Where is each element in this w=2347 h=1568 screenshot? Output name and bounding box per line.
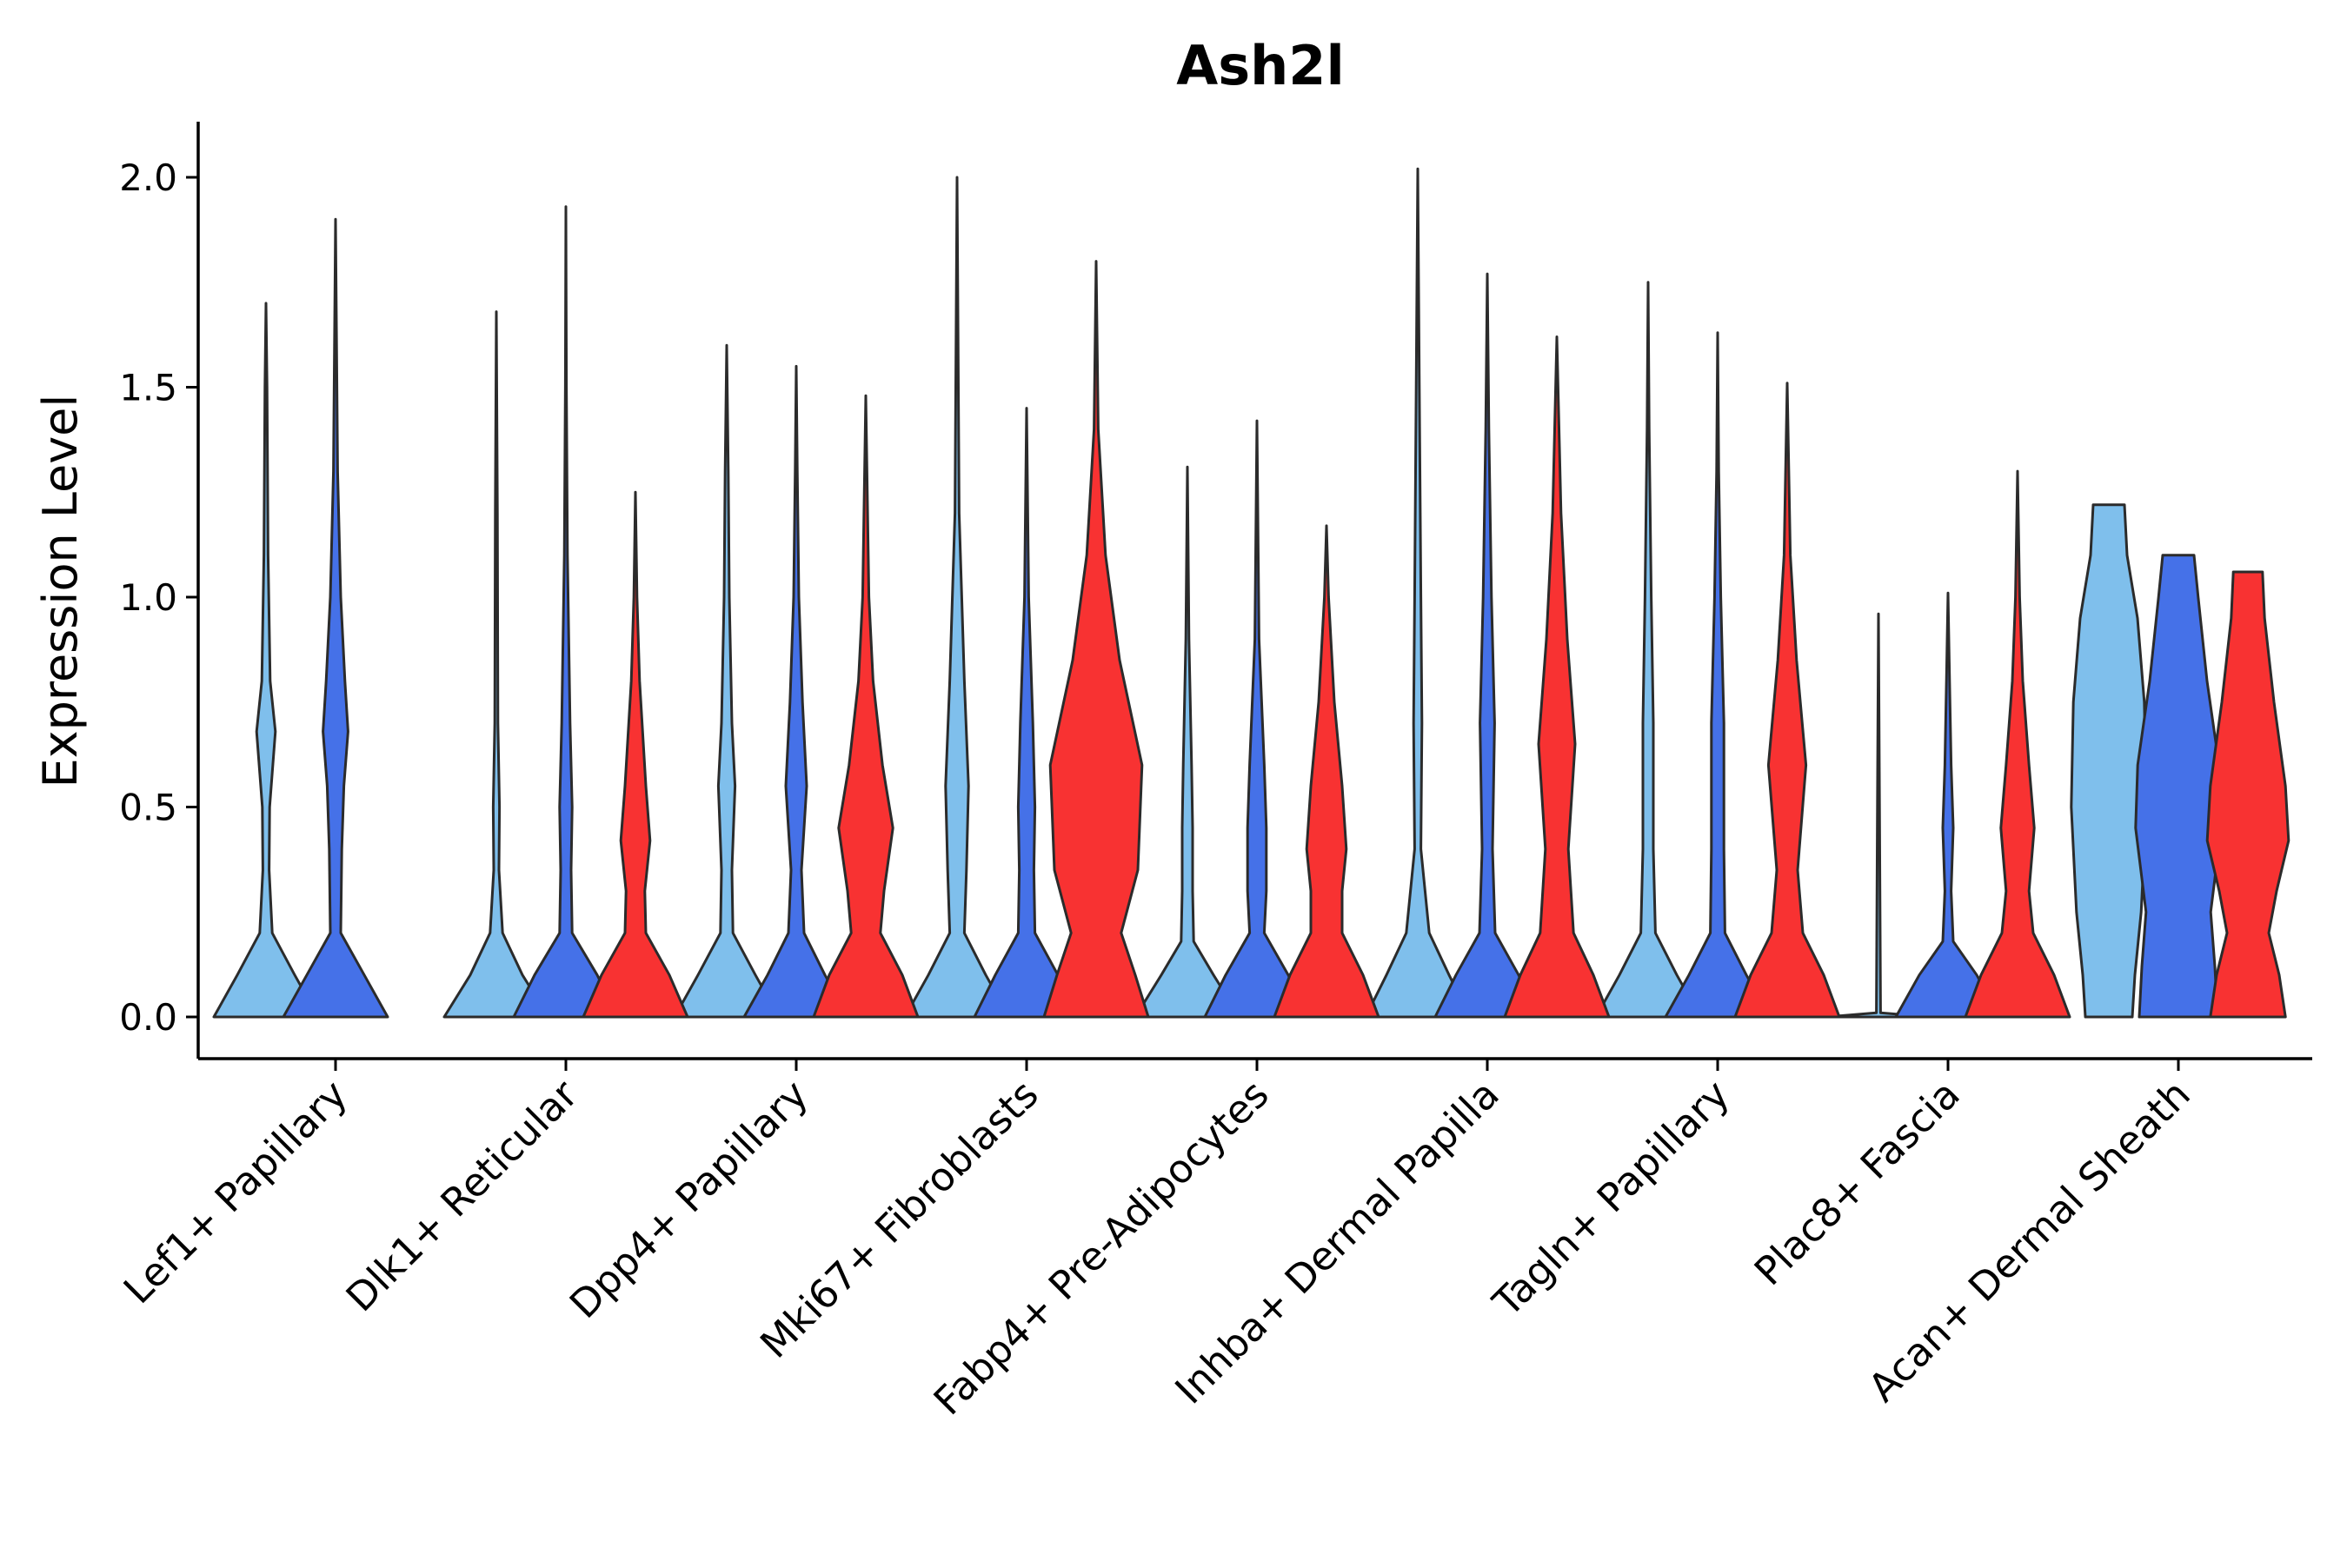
violin-2-8 [2134, 554, 2223, 1019]
y-axis-label: Expression Level [33, 395, 88, 788]
violin-1-8 [2070, 503, 2148, 1019]
violin-1-3 [903, 176, 1011, 1019]
violin-3-8 [2205, 570, 2290, 1019]
x-tick-label: Dlk1+ Reticular [337, 1071, 587, 1320]
violin-1-5 [1364, 167, 1472, 1019]
violin-2-5 [1433, 272, 1541, 1019]
violin-2-1 [512, 205, 620, 1019]
violin-3-2 [812, 394, 920, 1019]
violin-3-4 [1273, 524, 1380, 1019]
violin-3-3 [1042, 260, 1150, 1019]
x-tick-label: Plac8+ Fascia [1745, 1071, 1969, 1294]
violin-1-2 [673, 343, 781, 1019]
x-tick-label: Dpp4+ Papillary [561, 1071, 817, 1327]
violin-1-7 [1825, 612, 1932, 1019]
y-tick-label: 0.0 [119, 996, 177, 1039]
x-tick-label: Lef1+ Papillary [115, 1071, 356, 1312]
violin-1-0 [212, 302, 320, 1019]
violin-2-7 [1894, 591, 2002, 1019]
y-tick-label: 1.0 [119, 576, 177, 619]
y-tick-label: 0.5 [119, 787, 177, 829]
violin-2-2 [742, 364, 850, 1019]
violin-2-0 [282, 217, 389, 1019]
x-tick-label: Tagln+ Papillary [1484, 1071, 1739, 1325]
violin-1-4 [1134, 465, 1241, 1019]
violin-3-5 [1503, 336, 1611, 1019]
violin-1-1 [442, 310, 550, 1019]
y-tick-label: 2.0 [119, 156, 177, 199]
violin-2-6 [1664, 331, 1772, 1019]
violin-2-4 [1203, 419, 1311, 1019]
violin-2-3 [973, 407, 1080, 1019]
y-tick-label: 1.5 [119, 367, 177, 409]
violin-3-1 [582, 490, 689, 1019]
violin-3-7 [1964, 469, 2071, 1019]
violin-3-6 [1733, 382, 1841, 1019]
chart-title: Ash2l [1176, 34, 1344, 97]
violin-layer [212, 167, 2290, 1019]
violin-1-6 [1594, 281, 1702, 1019]
